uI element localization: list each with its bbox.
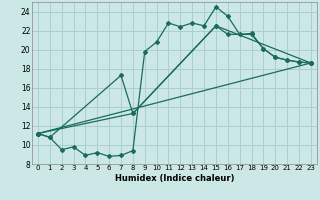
X-axis label: Humidex (Indice chaleur): Humidex (Indice chaleur) — [115, 174, 234, 183]
